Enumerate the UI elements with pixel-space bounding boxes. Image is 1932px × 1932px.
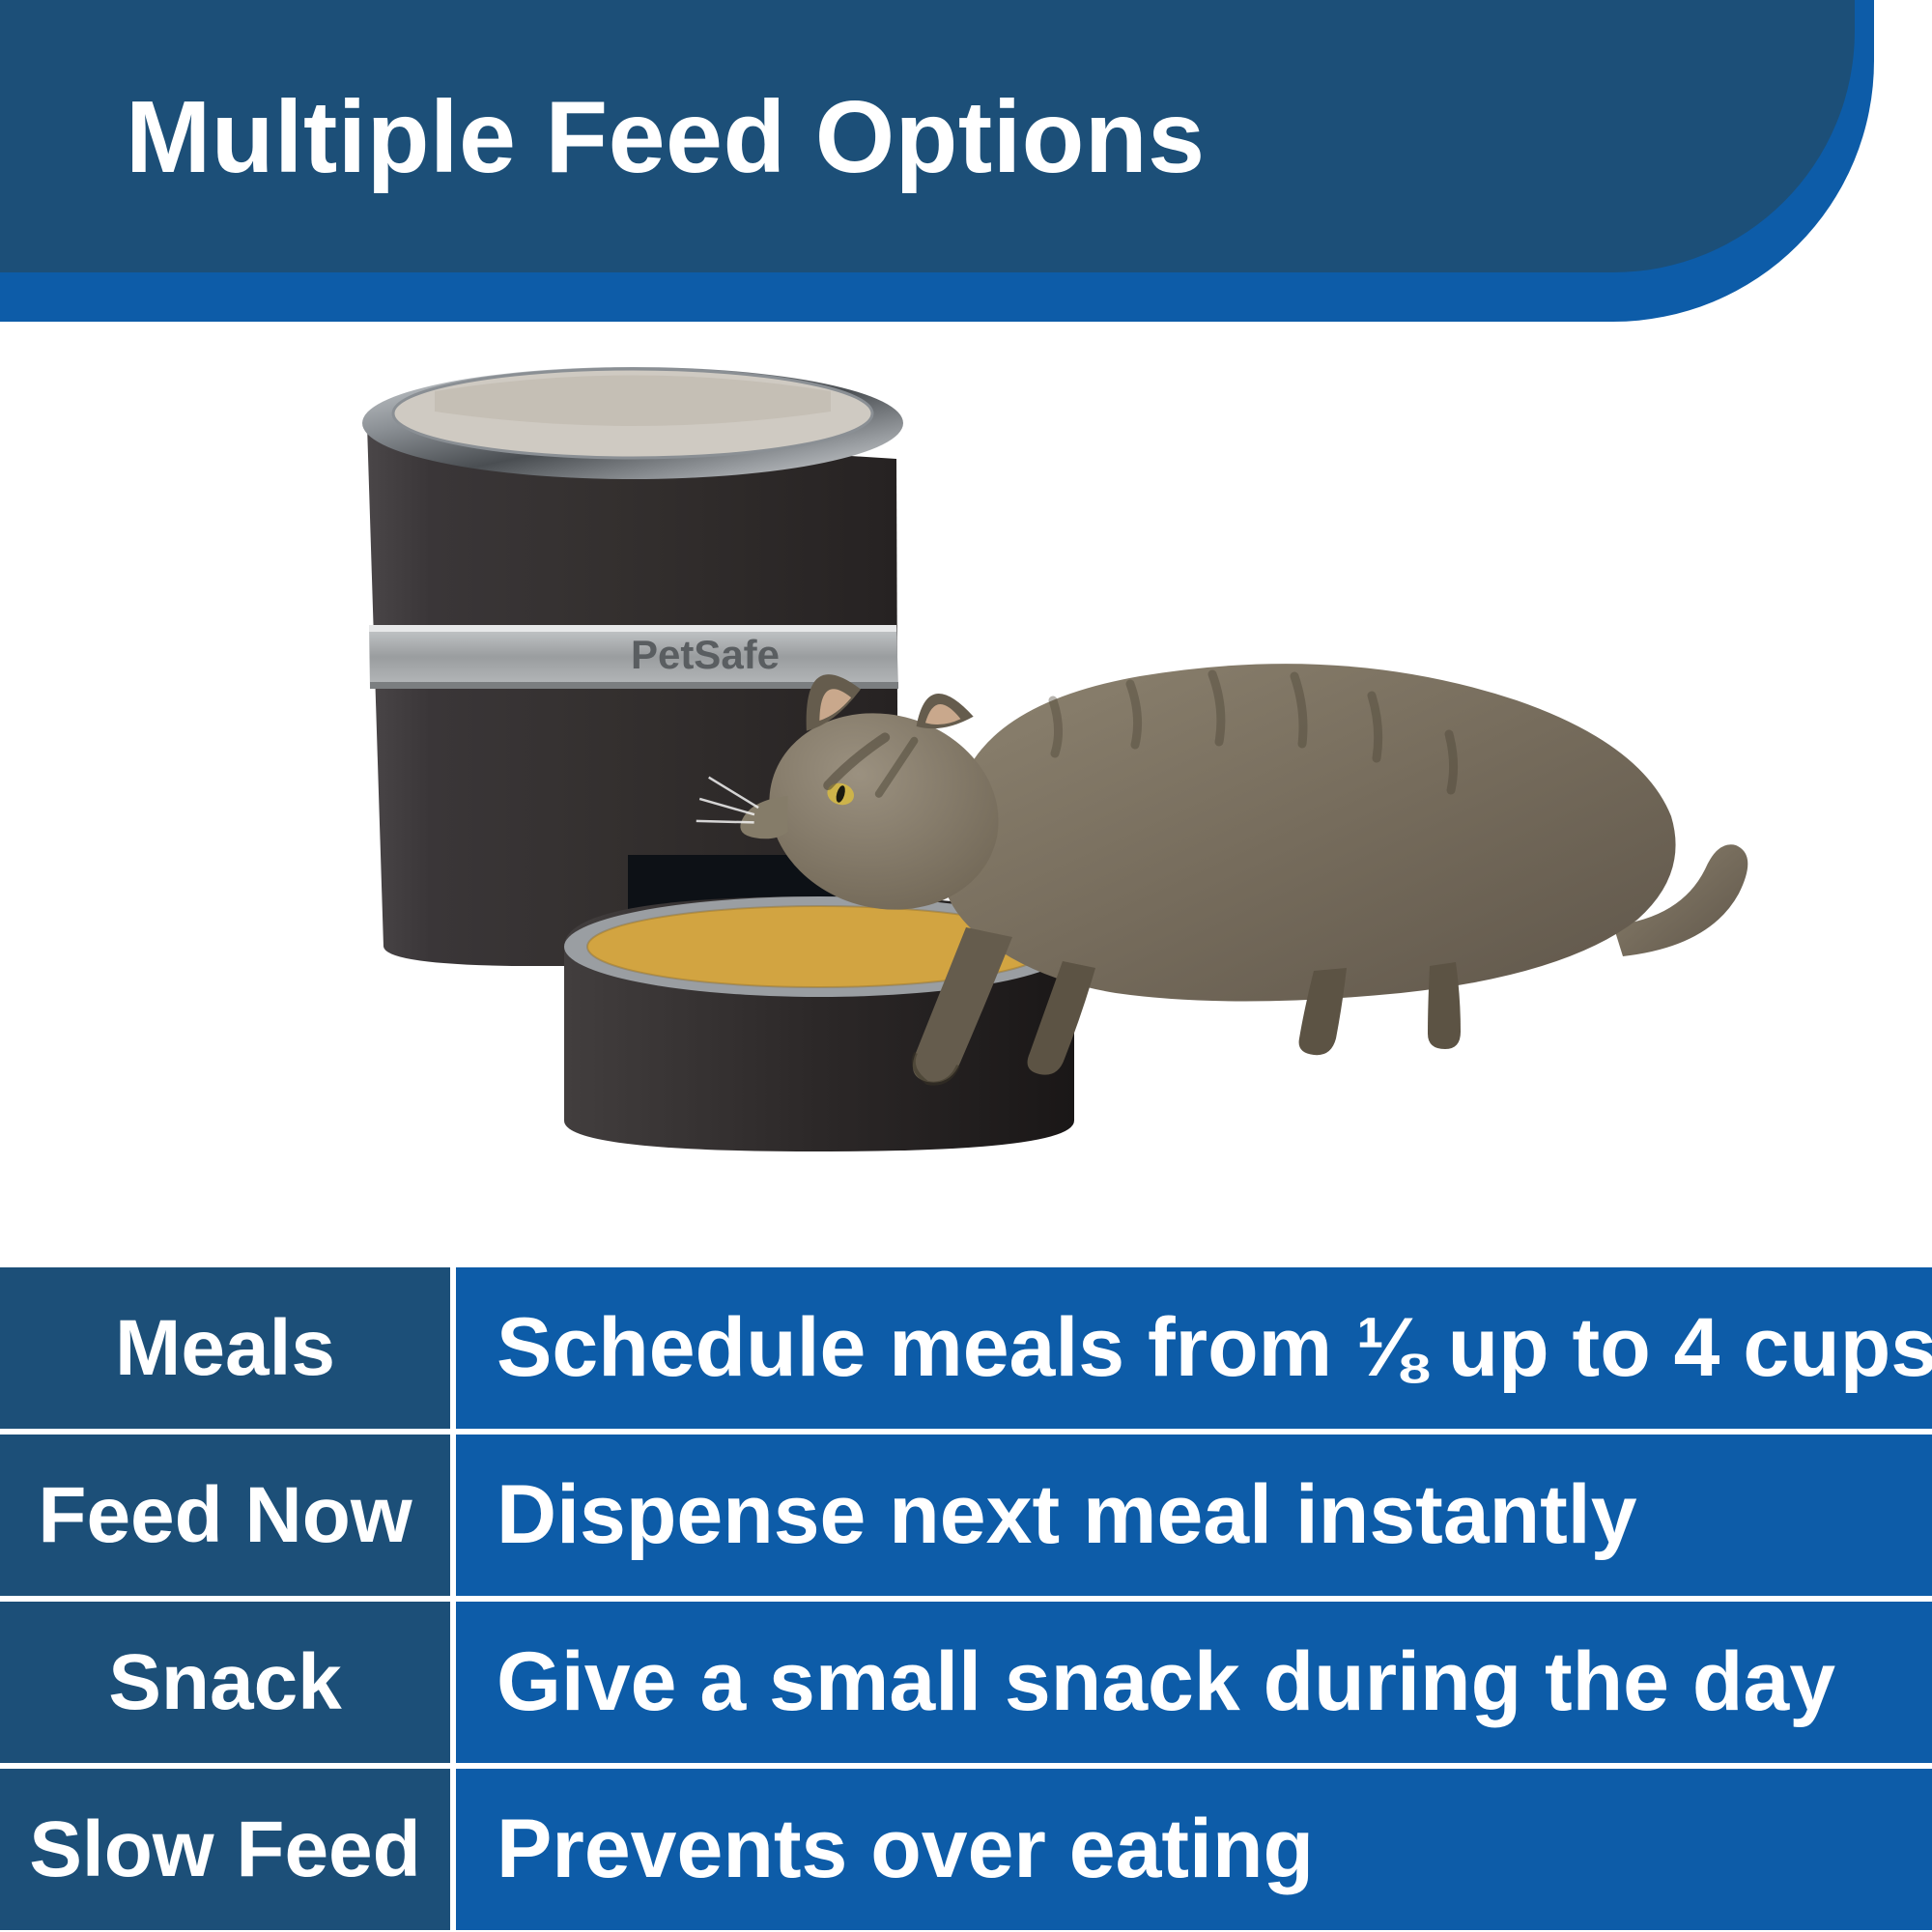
svg-text:PetSafe: PetSafe	[631, 632, 780, 677]
